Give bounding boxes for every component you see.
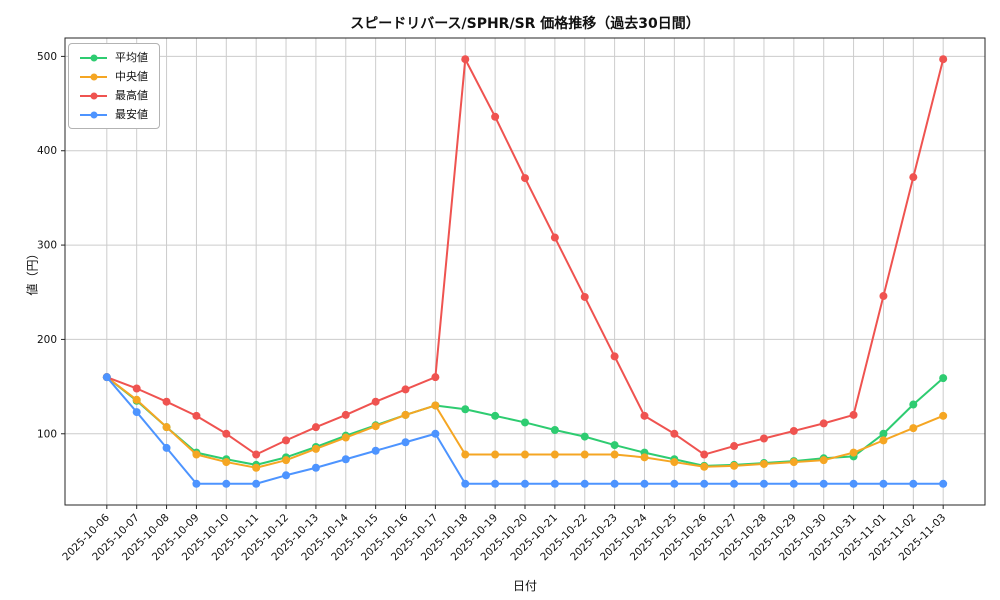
svg-text:200: 200 [37,334,57,346]
legend-label-average: 平均値 [115,51,148,64]
svg-text:100: 100 [37,428,57,440]
legend-label-median: 中央値 [115,70,148,83]
legend-marker-max [80,91,107,100]
legend-label-min: 最安値 [115,108,148,121]
legend: 平均値 中央値 最高値 最安値 [68,43,160,129]
legend-item-average: 平均値 [80,52,148,63]
legend-marker-average [80,53,107,62]
y-axis-label: 値（円） [25,246,40,296]
legend-item-max: 最高値 [80,90,148,101]
legend-label-max: 最高値 [115,89,148,102]
legend-marker-median [80,72,107,81]
svg-text:300: 300 [37,240,57,252]
svg-text:500: 500 [37,51,57,63]
legend-item-min: 最安値 [80,109,148,120]
y-axis-label-wrap: 値（円） [8,0,56,542]
chart-title: スピードリバース/SPHR/SR 価格推移（過去30日間） [350,16,700,32]
svg-text:400: 400 [37,145,57,157]
legend-marker-min [80,110,107,119]
x-axis-label: 日付 [512,579,538,593]
legend-item-median: 中央値 [80,71,148,82]
